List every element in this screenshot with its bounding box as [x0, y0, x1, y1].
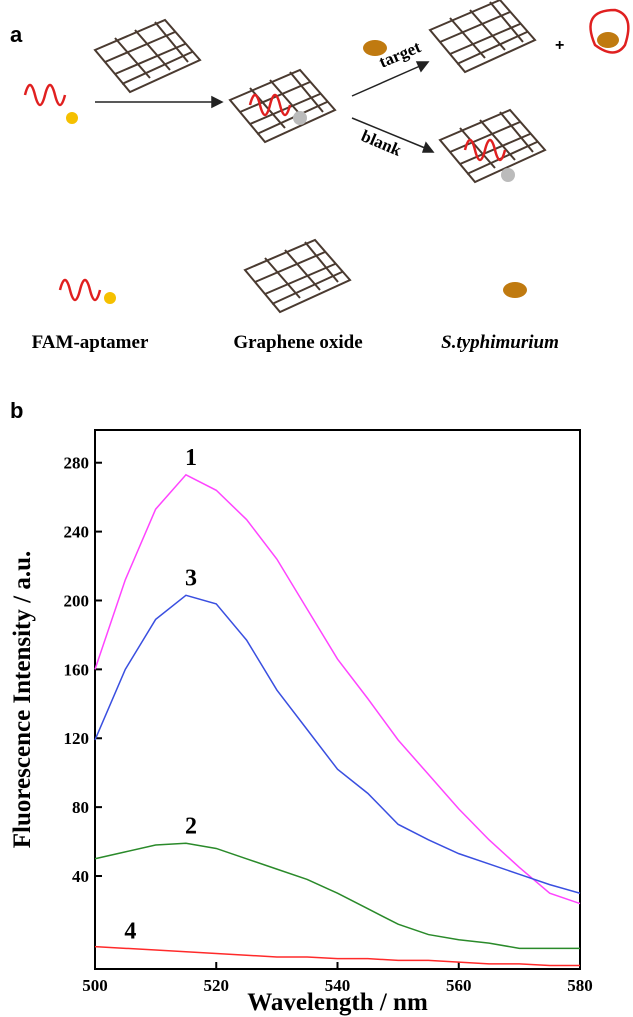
aptamer: [23, 8, 630, 302]
diagram: a target bla: [10, 0, 630, 353]
markers: [66, 32, 619, 304]
y-tick-label: 200: [64, 591, 90, 610]
curve-label: 2: [185, 813, 197, 839]
curve-label: 3: [185, 565, 197, 591]
x-tick-label: 540: [325, 976, 351, 995]
x-tick-label: 560: [446, 976, 472, 995]
series-line: [94, 473, 581, 905]
panel-label: a: [10, 22, 23, 47]
y-tick-label: 120: [64, 729, 90, 748]
arrows: [95, 61, 435, 153]
series-line: [94, 945, 580, 967]
y-tick-label: 80: [72, 798, 89, 817]
curve-label: 1: [185, 445, 197, 471]
x-tick-label: 500: [82, 976, 108, 995]
x-tick-label: 520: [204, 976, 230, 995]
plus-sign: +: [555, 37, 564, 54]
plot-frame: [94, 429, 581, 970]
series-line: [94, 594, 581, 894]
y-tick-label: 40: [72, 867, 89, 886]
y-tick-label: 240: [64, 523, 90, 542]
x-axis-label: Wavelength / nm: [247, 989, 428, 1016]
curve-label: 4: [124, 918, 136, 944]
arrow-label: blank: [358, 126, 404, 160]
panel-label: b: [10, 398, 23, 423]
series-line: [94, 842, 580, 950]
y-tick-label: 280: [64, 454, 90, 473]
legend-label: Graphene oxide: [233, 332, 362, 353]
x-tick-label: 580: [567, 976, 593, 995]
legend-label: S.typhimurium: [441, 332, 559, 353]
y-tick-label: 160: [64, 660, 90, 679]
legend-label: FAM-aptamer: [32, 332, 149, 353]
y-axis-label: Fluorescence Intensity / a.u.: [9, 551, 36, 848]
